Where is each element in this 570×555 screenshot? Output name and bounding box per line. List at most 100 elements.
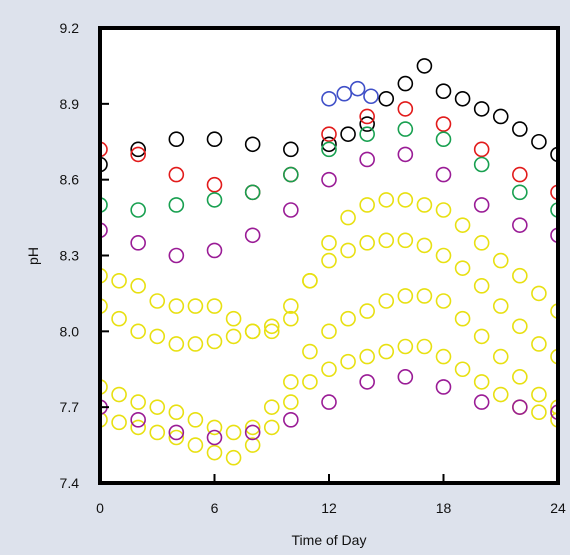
data-point <box>397 232 414 249</box>
data-point <box>473 328 490 345</box>
data-point <box>130 141 146 158</box>
data-point <box>263 318 280 335</box>
data-point <box>454 310 471 327</box>
data-point <box>100 141 108 158</box>
data-point <box>244 136 261 153</box>
data-point <box>206 131 223 148</box>
data-point <box>130 323 146 340</box>
data-point <box>111 386 127 403</box>
data-point <box>168 247 185 264</box>
data-point <box>378 90 395 107</box>
y-axis-title: pH <box>25 247 41 265</box>
data-point <box>378 232 395 249</box>
data-point <box>283 298 299 314</box>
data-point <box>168 298 185 314</box>
data-point <box>168 336 185 352</box>
data-point <box>397 192 414 208</box>
data-point <box>187 298 204 314</box>
data-point <box>359 116 375 132</box>
data-point <box>321 394 337 410</box>
data-point <box>473 156 490 173</box>
data-point <box>149 328 166 345</box>
data-point <box>283 394 299 410</box>
series-6 <box>100 232 558 365</box>
data-point <box>149 293 166 309</box>
data-point <box>492 348 509 365</box>
data-point <box>416 197 433 213</box>
x-tick-label: 18 <box>436 500 452 516</box>
data-point <box>435 247 452 264</box>
data-point <box>206 333 223 350</box>
data-point <box>168 404 185 421</box>
data-point <box>321 90 337 107</box>
data-point <box>244 323 261 340</box>
data-point <box>397 75 414 92</box>
data-point <box>473 235 490 251</box>
data-point <box>130 278 146 294</box>
data-point <box>473 141 490 158</box>
data-point <box>512 399 528 415</box>
data-point <box>512 166 528 183</box>
data-point <box>550 404 558 421</box>
data-point <box>454 260 471 276</box>
data-point <box>283 166 299 183</box>
data-point <box>340 209 356 226</box>
data-point <box>531 133 547 150</box>
data-point <box>340 242 356 259</box>
data-point <box>340 310 356 327</box>
x-tick-label: 12 <box>321 500 337 516</box>
data-point <box>168 429 185 446</box>
axis-layer: 0 6 12 18 24 7.4 7.7 8.0 8.3 8.6 8.9 9.2 <box>60 20 566 516</box>
data-point <box>149 399 166 415</box>
data-point <box>512 369 528 385</box>
data-point <box>397 101 414 117</box>
data-point <box>378 192 395 208</box>
data-point <box>321 361 337 378</box>
data-point <box>550 303 558 319</box>
data-point <box>100 412 108 428</box>
data-point <box>435 83 452 99</box>
data-point <box>206 192 223 208</box>
data-point <box>359 303 375 319</box>
data-point <box>416 338 433 355</box>
data-point <box>435 293 452 309</box>
data-point <box>263 323 280 340</box>
data-point <box>473 374 490 390</box>
data-point <box>225 310 242 327</box>
data-point <box>206 242 223 259</box>
series-7 <box>100 288 558 441</box>
y-tick-label: 7.4 <box>60 475 80 491</box>
data-point <box>492 108 509 125</box>
data-point <box>531 285 547 302</box>
data-point <box>130 412 146 428</box>
data-point <box>550 184 558 201</box>
data-point <box>187 412 204 428</box>
data-point <box>130 419 146 436</box>
data-point <box>100 197 108 213</box>
x-tick-label: 24 <box>550 500 566 516</box>
data-point <box>321 323 337 340</box>
data-point <box>130 202 146 218</box>
data-point <box>225 449 242 466</box>
data-point <box>168 166 185 183</box>
data-point <box>244 437 261 453</box>
data-point <box>397 288 414 304</box>
data-point <box>473 197 490 213</box>
data-point <box>359 235 375 251</box>
data-point <box>454 361 471 378</box>
data-point <box>378 293 395 309</box>
data-point <box>492 386 509 403</box>
data-point <box>359 126 375 142</box>
x-tick-label: 6 <box>211 500 219 516</box>
data-point <box>550 399 558 415</box>
data-point <box>435 131 452 148</box>
data-point <box>283 374 299 390</box>
y-tick-label: 9.2 <box>60 20 80 36</box>
data-point <box>111 310 127 327</box>
data-point <box>206 298 223 314</box>
y-tick-label: 7.7 <box>60 399 80 415</box>
data-point <box>550 227 558 244</box>
data-point <box>283 310 299 327</box>
data-point <box>100 156 108 173</box>
data-point <box>206 176 223 193</box>
